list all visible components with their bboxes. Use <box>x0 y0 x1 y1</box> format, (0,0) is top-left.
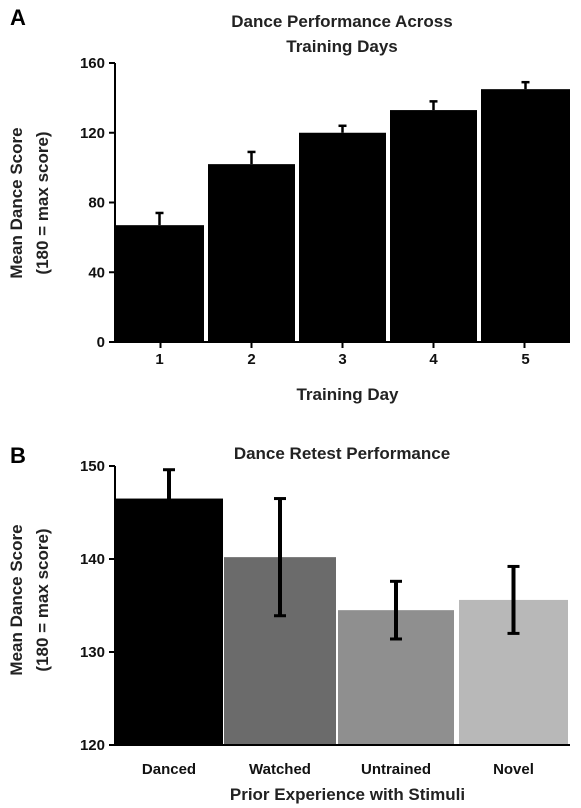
panel-a-bar-1 <box>115 225 204 342</box>
panel-a-title-line-2: Training Days <box>286 37 397 56</box>
panel-b-label: B <box>10 443 26 468</box>
panel-a-bar-4 <box>390 110 477 342</box>
panel-b-ytick-label-150: 150 <box>80 458 105 475</box>
panel-a-xtick-label-4: 4 <box>429 351 438 368</box>
panel-b-xtick-label-danced: Danced <box>142 761 196 778</box>
panel-b-xlabel: Prior Experience with Stimuli <box>230 785 465 804</box>
panel-a-xtick-label-1: 1 <box>155 351 163 368</box>
panel-a-xlabel: Training Day <box>296 385 399 404</box>
panel-a-xtick-label-5: 5 <box>521 351 529 368</box>
panel-b-ylabel-line-2: (180 = max score) <box>33 528 52 671</box>
panel-b-bar-danced <box>115 498 223 745</box>
panel-a-title-line-1: Dance Performance Across <box>231 12 452 31</box>
panel-a-ylabel-line-2: (180 = max score) <box>33 131 52 274</box>
panel-a-bar-5 <box>481 89 570 342</box>
panel-a-bar-2 <box>208 164 295 342</box>
panel-a-ytick-label-80: 80 <box>88 195 105 212</box>
panel-a-label: A <box>10 5 26 30</box>
panel-b-xtick-label-watched: Watched <box>249 761 311 778</box>
panel-a-ytick-label-160: 160 <box>80 55 105 72</box>
panel-a-ytick-label-120: 120 <box>80 125 105 142</box>
panel-a-xtick-label-2: 2 <box>247 351 255 368</box>
panel-b-ylabel-line-1: Mean Dance Score <box>7 524 26 675</box>
panel-a-ytick-label-0: 0 <box>97 334 105 351</box>
panel-b-ytick-label-130: 130 <box>80 644 105 661</box>
panel-a-bar-3 <box>299 132 386 342</box>
panel-b-ytick-label-140: 140 <box>80 551 105 568</box>
panel-b-title-line-1: Dance Retest Performance <box>234 444 450 463</box>
panel-b-ytick-label-120: 120 <box>80 737 105 754</box>
panel-b-xtick-label-untrained: Untrained <box>361 761 431 778</box>
panel-a-xtick-label-3: 3 <box>338 351 346 368</box>
panel-b-xtick-label-novel: Novel <box>493 761 534 778</box>
panel-a-ylabel-line-1: Mean Dance Score <box>7 127 26 278</box>
panel-a-ytick-label-40: 40 <box>88 264 105 281</box>
